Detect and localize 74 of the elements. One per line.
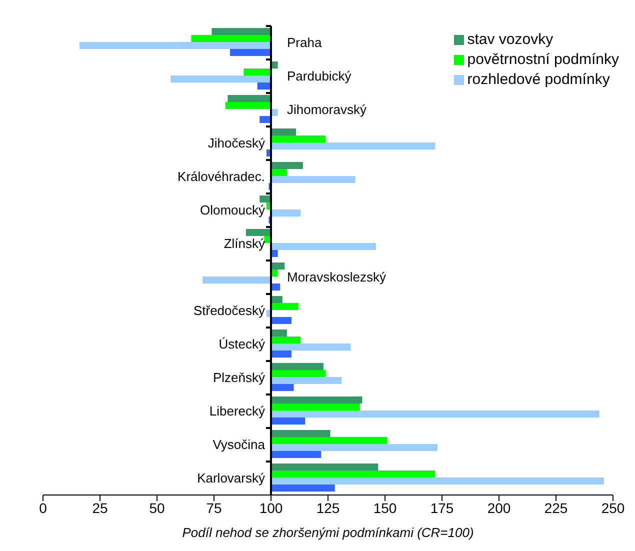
- bar: [271, 363, 324, 370]
- bar: [271, 142, 436, 150]
- bar: [271, 444, 438, 452]
- x-tick-label: 0: [39, 500, 48, 516]
- y-tick-label: Plzeňský: [212, 370, 266, 385]
- y-tick-label: Olomoucký: [200, 202, 266, 218]
- bar: [271, 136, 326, 143]
- bar: [212, 28, 271, 36]
- x-tick-label: 225: [544, 500, 568, 516]
- y-tick-label: Středočeský: [193, 302, 266, 318]
- bar: [230, 49, 271, 56]
- bar: [225, 102, 271, 110]
- bar: [260, 196, 271, 203]
- x-tick-label: 200: [487, 500, 511, 516]
- y-tick-label: Praha: [287, 34, 322, 50]
- bar: [271, 162, 303, 170]
- bar: [79, 42, 271, 50]
- bar: [271, 344, 351, 351]
- y-tick-label: Liberecký: [209, 403, 266, 418]
- bar: [170, 76, 271, 83]
- bar: [271, 243, 376, 250]
- bar: [271, 296, 282, 304]
- x-tick-label: 25: [92, 500, 108, 516]
- y-tick-label: Jihomoravský: [287, 102, 367, 117]
- bar: [271, 262, 285, 270]
- x-axis-title: Podíl nehod se zhoršenými podmínkami (CR=100): [182, 525, 474, 540]
- bar: [271, 464, 378, 471]
- bar: [191, 35, 271, 42]
- bar: [271, 317, 292, 324]
- bar: [260, 116, 271, 124]
- bar: [271, 404, 360, 411]
- bar: [271, 176, 356, 184]
- y-tick-label: Pardubický: [287, 68, 352, 84]
- bar: [202, 276, 271, 284]
- y-tick-label: Ústecký: [218, 336, 266, 352]
- legend-label: rozhledové podmínky: [467, 70, 610, 90]
- bar: [271, 484, 335, 492]
- bar: [271, 210, 301, 217]
- x-tick-label: 75: [206, 500, 222, 516]
- y-tick-label: Zlínský: [224, 236, 266, 251]
- x-tick-label: 50: [149, 500, 165, 516]
- bar: [271, 303, 298, 310]
- x-tick-label: 150: [373, 500, 397, 516]
- bar: [257, 82, 271, 90]
- bar: [271, 478, 604, 485]
- bar: [271, 396, 362, 404]
- bar: [271, 418, 306, 425]
- y-tick-label: Moravskoslezský: [287, 269, 386, 284]
- bar: [244, 68, 271, 76]
- x-tick-label: 100: [259, 500, 283, 516]
- bar: [271, 336, 301, 344]
- bar: [228, 95, 271, 102]
- bar: [271, 437, 388, 444]
- bar: [271, 430, 330, 438]
- bar: [271, 350, 292, 358]
- y-tick-label: Vysočina: [212, 436, 266, 452]
- bar: [271, 128, 296, 136]
- y-tick-label: Jihočeský: [208, 135, 266, 150]
- bar: [271, 377, 342, 384]
- bar: [271, 451, 322, 458]
- bar: [271, 410, 600, 418]
- x-tick-label: 175: [430, 500, 454, 516]
- bar: [271, 330, 287, 337]
- bar: [271, 169, 287, 176]
- y-tick-label: Karlovarský: [197, 470, 266, 486]
- bar: [271, 384, 294, 392]
- bar: [271, 370, 326, 378]
- x-tick-label: 250: [601, 500, 625, 516]
- y-tick-label: Královéhradec.: [178, 168, 265, 184]
- bar: [271, 470, 436, 478]
- bar: [246, 229, 271, 236]
- x-tick-label: 125: [316, 500, 340, 516]
- legend-label: stav vozovky: [467, 30, 554, 50]
- legend-label: povětrnostní podmínky: [467, 50, 619, 70]
